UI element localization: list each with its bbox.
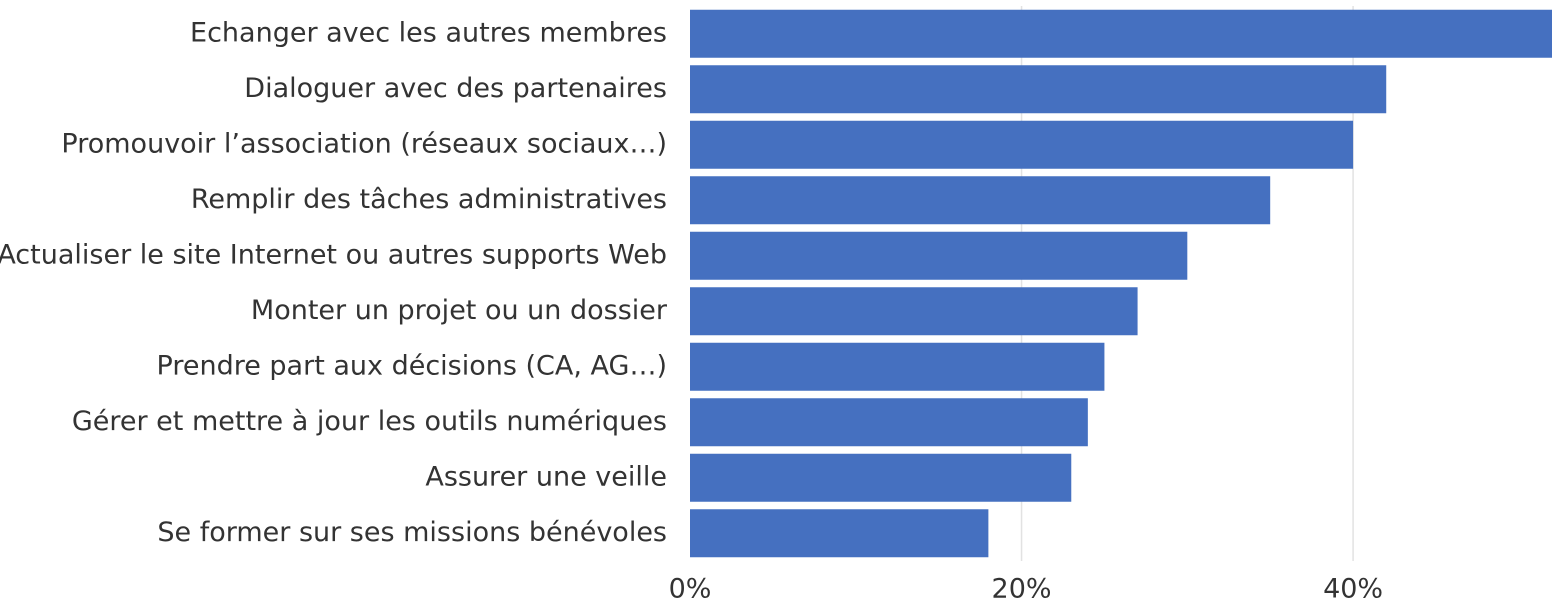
x-tick-label: 20% — [992, 574, 1052, 605]
y-tick-label: Gérer et mettre à jour les outils numéri… — [72, 406, 667, 437]
y-tick-label: Promouvoir l’association (réseaux sociau… — [61, 128, 667, 159]
y-tick-label: Assurer une veille — [425, 461, 667, 492]
x-tick-label: 40% — [1323, 574, 1383, 605]
x-tick-label: 0% — [669, 574, 712, 605]
y-tick-label: Se former sur ses missions bénévoles — [157, 517, 667, 548]
y-tick-label: Remplir des tâches administratives — [191, 184, 667, 215]
bar — [690, 231, 1188, 280]
bar — [690, 342, 1105, 391]
bar — [690, 9, 1552, 58]
bar — [690, 287, 1138, 336]
y-tick-label: Actualiser le site Internet ou autres su… — [0, 239, 667, 270]
bar — [690, 176, 1271, 225]
y-tick-label: Dialoguer avec des partenaires — [244, 73, 667, 104]
bar — [690, 398, 1088, 447]
bar — [690, 120, 1354, 169]
y-tick-label: Monter un projet ou un dossier — [251, 295, 668, 326]
bar — [690, 509, 989, 558]
y-tick-label: Echanger avec les autres membres — [190, 17, 667, 48]
y-tick-label: Prendre part aux décisions (CA, AG…) — [157, 350, 667, 381]
bar — [690, 453, 1072, 502]
bar — [690, 65, 1387, 114]
